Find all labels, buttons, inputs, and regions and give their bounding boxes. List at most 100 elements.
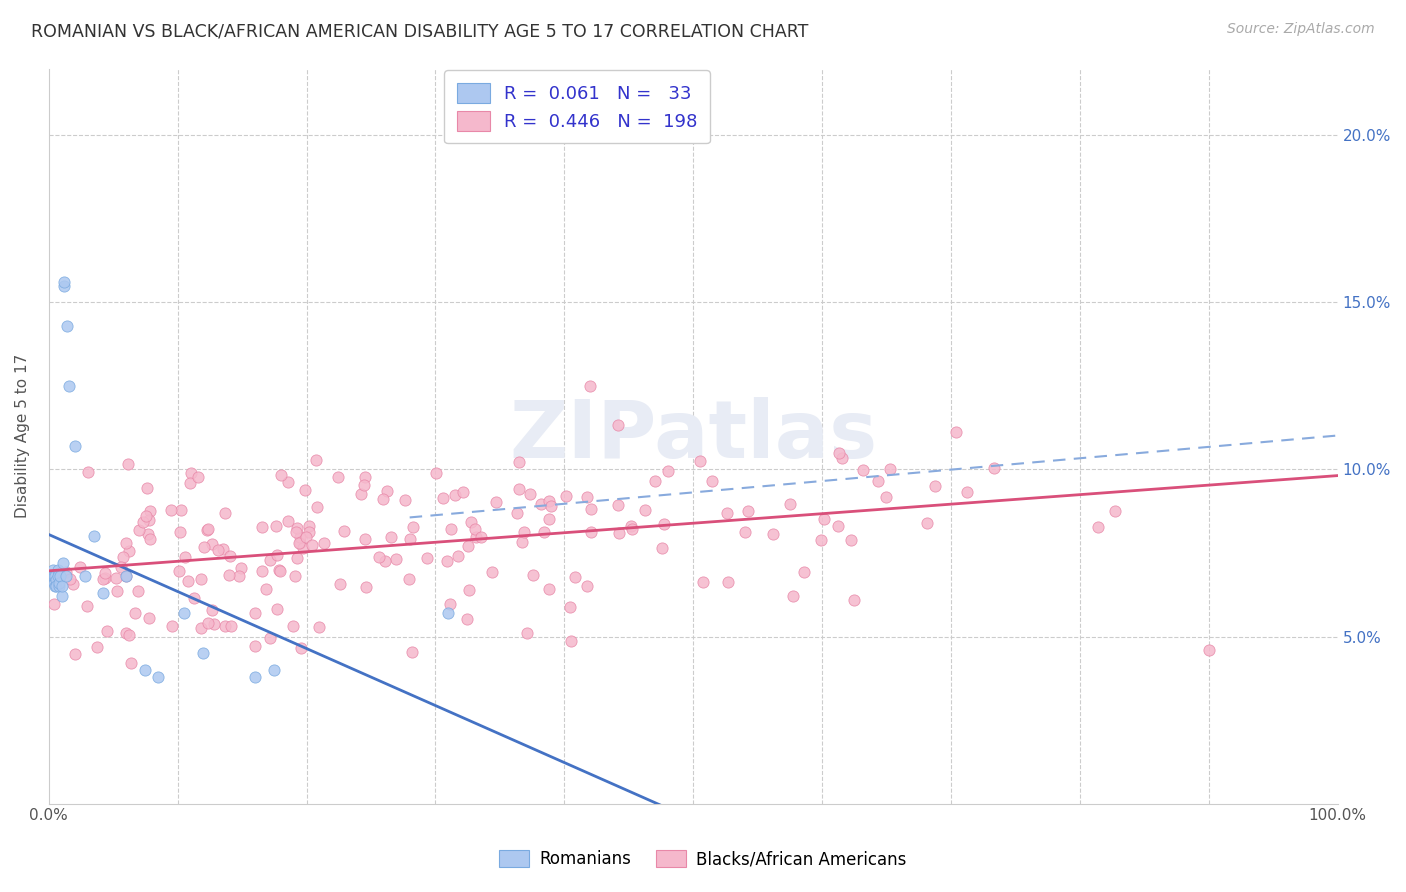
- Legend: Romanians, Blacks/African Americans: Romanians, Blacks/African Americans: [492, 843, 914, 875]
- Point: [354, 532, 377, 546]
- Point: [402, 520, 425, 534]
- Point: [575, 579, 598, 593]
- Point: [564, 569, 586, 583]
- Point: [294, 483, 316, 498]
- Point: [277, 514, 299, 528]
- Point: [55, 566, 77, 580]
- Point: [207, 542, 229, 557]
- Point: [138, 504, 160, 518]
- Point: [416, 550, 439, 565]
- Point: [284, 524, 307, 539]
- Point: [111, 549, 134, 564]
- Point: [519, 487, 541, 501]
- Point: [401, 645, 423, 659]
- Point: [606, 498, 628, 512]
- Point: [1104, 503, 1126, 517]
- Point: [852, 463, 875, 477]
- Point: [945, 425, 967, 439]
- Point: [506, 507, 529, 521]
- Point: [294, 530, 316, 544]
- Point: [193, 540, 215, 554]
- Point: [190, 572, 212, 586]
- Point: [734, 525, 756, 540]
- Point: [866, 474, 889, 488]
- Point: [269, 564, 291, 578]
- Point: [46, 563, 69, 577]
- Point: [270, 467, 292, 482]
- Point: [354, 470, 377, 484]
- Point: [558, 600, 581, 615]
- Point: [924, 479, 946, 493]
- Point: [522, 567, 544, 582]
- Point: [290, 640, 312, 655]
- Point: [173, 606, 195, 620]
- Point: [512, 524, 534, 539]
- Point: [793, 566, 815, 580]
- Point: [135, 509, 157, 524]
- Point: [460, 515, 482, 529]
- Point: [228, 569, 250, 583]
- Point: [91, 586, 114, 600]
- Point: [44, 597, 66, 611]
- Point: [446, 549, 468, 563]
- Point: [432, 491, 454, 505]
- Point: [49, 569, 72, 583]
- Point: [368, 549, 391, 564]
- Point: [135, 481, 157, 495]
- Point: [1087, 520, 1109, 534]
- Point: [214, 506, 236, 520]
- Point: [530, 497, 553, 511]
- Point: [333, 524, 356, 538]
- Point: [508, 455, 530, 469]
- Point: [124, 606, 146, 620]
- Point: [48, 579, 70, 593]
- Point: [177, 574, 200, 588]
- Point: [537, 582, 560, 597]
- Point: [456, 612, 478, 626]
- Text: ROMANIAN VS BLACK/AFRICAN AMERICAN DISABILITY AGE 5 TO 17 CORRELATION CHART: ROMANIAN VS BLACK/AFRICAN AMERICAN DISAB…: [31, 22, 808, 40]
- Point: [621, 522, 644, 536]
- Point: [212, 541, 235, 556]
- Point: [283, 619, 305, 633]
- Point: [221, 618, 243, 632]
- Point: [298, 525, 321, 540]
- Point: [201, 603, 224, 617]
- Point: [44, 579, 66, 593]
- Point: [634, 503, 657, 517]
- Point: [76, 599, 98, 614]
- Point: [160, 503, 183, 517]
- Point: [307, 500, 329, 514]
- Point: [652, 517, 675, 532]
- Point: [53, 278, 76, 293]
- Point: [470, 530, 492, 544]
- Point: [875, 491, 897, 505]
- Point: [48, 576, 70, 591]
- Point: [105, 584, 128, 599]
- Point: [52, 556, 75, 570]
- Point: [510, 535, 533, 549]
- Point: [170, 503, 193, 517]
- Point: [45, 573, 67, 587]
- Point: [259, 631, 281, 645]
- Point: [394, 492, 416, 507]
- Point: [481, 565, 503, 579]
- Point: [439, 598, 461, 612]
- Point: [117, 457, 139, 471]
- Point: [485, 495, 508, 509]
- Point: [128, 524, 150, 538]
- Point: [179, 467, 201, 481]
- Point: [202, 616, 225, 631]
- Point: [606, 417, 628, 432]
- Point: [63, 647, 86, 661]
- Point: [353, 478, 375, 492]
- Point: [437, 606, 460, 620]
- Point: [127, 583, 149, 598]
- Point: [575, 490, 598, 504]
- Point: [956, 485, 979, 500]
- Point: [169, 525, 191, 540]
- Point: [284, 569, 307, 583]
- Point: [190, 621, 212, 635]
- Point: [160, 618, 183, 632]
- Point: [115, 569, 138, 583]
- Point: [117, 628, 139, 642]
